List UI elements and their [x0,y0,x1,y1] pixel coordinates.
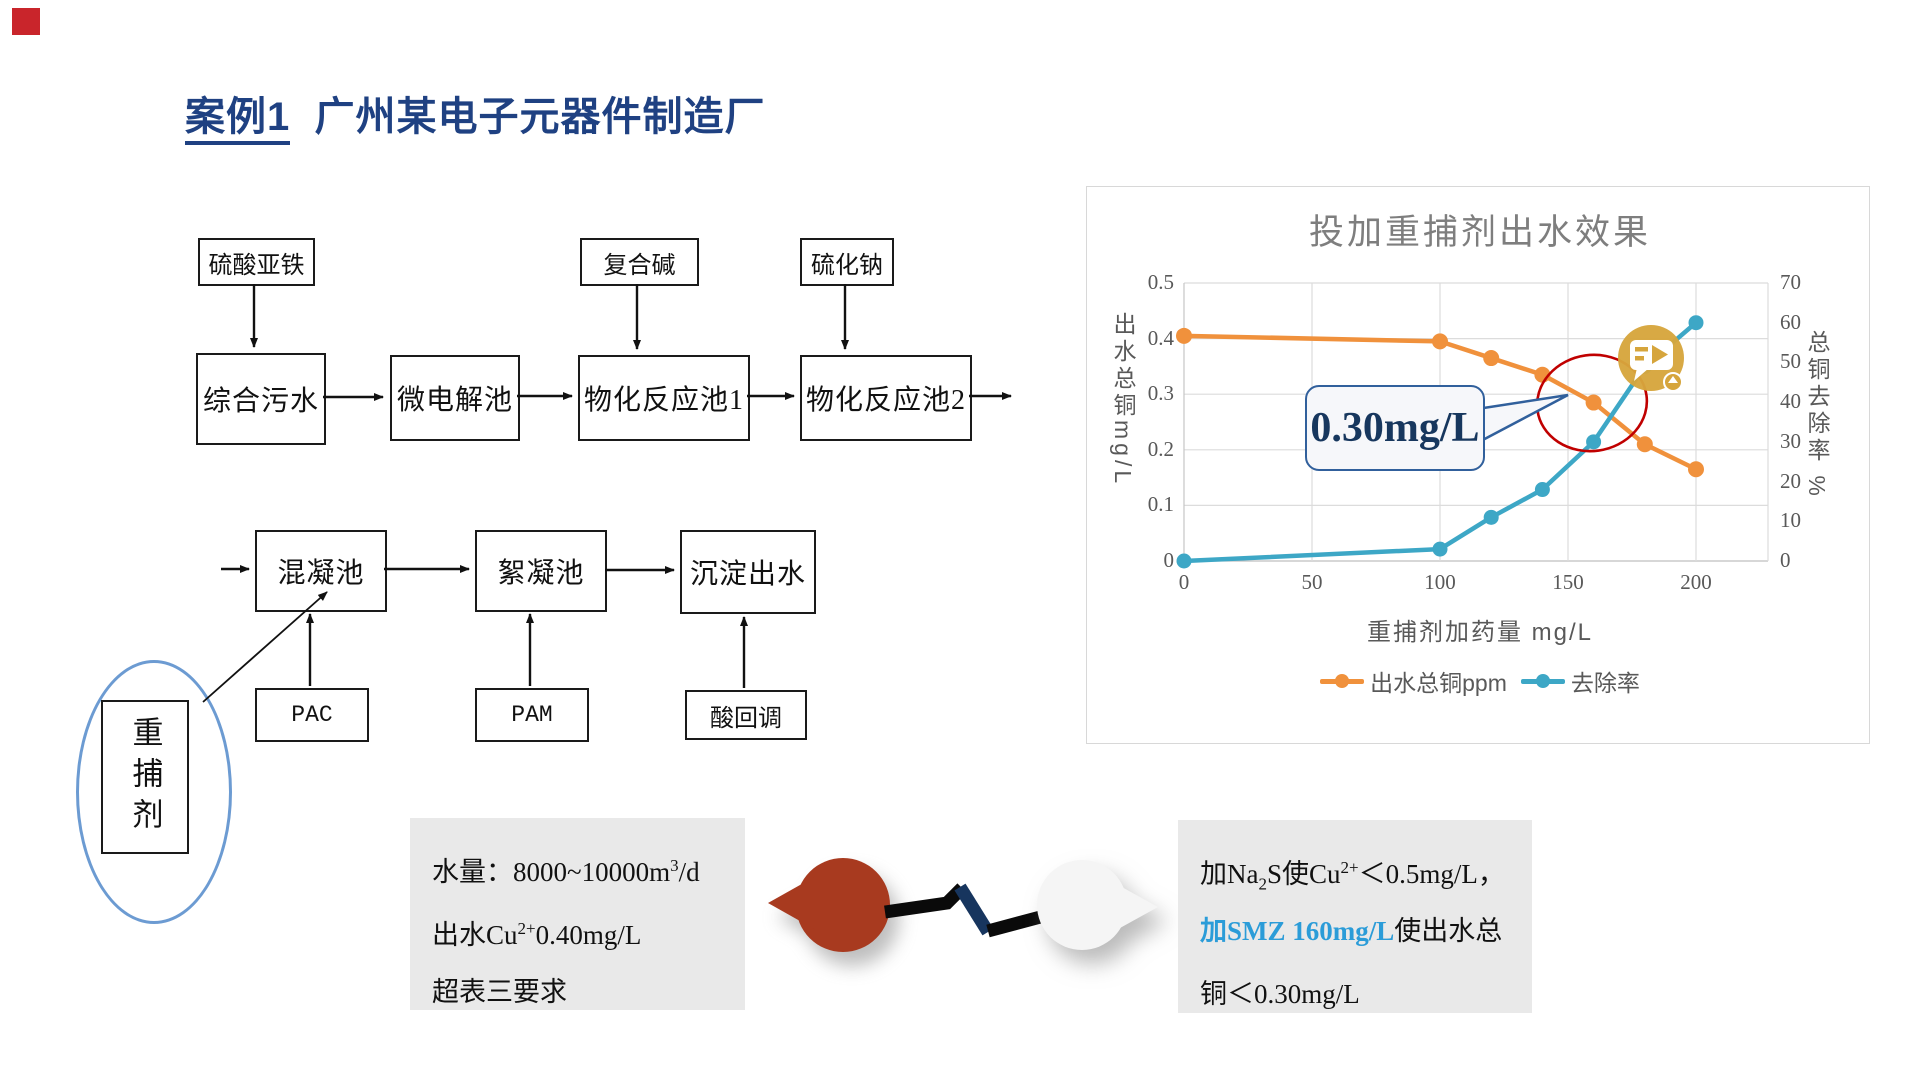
capture-agent-box: 重捕剂 [101,700,189,854]
x-axis-title: 重捕剂加药量 mg/L [1366,619,1594,646]
note-line: 铜＜0.30mg/L [1200,979,1360,1009]
corner-red-square [12,8,40,35]
chart-title: 投加重捕剂出水效果 [1308,213,1651,252]
axis-tick-label: 200 [1680,570,1712,594]
legend-marker-icon [1320,674,1365,688]
y-axis-right-title: 总铜去除率 % [1804,330,1830,500]
axis-tick-label: 0.3 [1147,381,1174,406]
legend-item: 去除率 [1520,664,1640,698]
slide-title: 案例1 广州某电子元器件制造厂 [185,84,766,145]
axis-tick-label: 70 [1780,270,1801,294]
teardrop-white-shape [1037,860,1158,950]
axis-tick-label: 50 [1301,570,1323,594]
flow-box-compound-alkali: 复合碱 [580,238,699,286]
capture-agent-ellipse [76,660,232,924]
flow-box-pac: PAC [255,688,369,742]
axis-tick-label: 50 [1780,349,1801,374]
axis-tick-label: 0.2 [1147,436,1174,461]
flow-box-micro-electrolysis-tank: 微电解池 [390,355,520,441]
legend-marker-icon [1520,674,1565,688]
slide-title-case-number: 案例1 [185,95,291,145]
axis-tick-label: 0.1 [1147,492,1174,517]
teardrop-red-shape [768,858,890,952]
axis-tick-label: 150 [1552,570,1584,594]
flow-box-coagulation-tank: 混凝池 [255,530,387,612]
flow-box-physchem-reaction-tank-2: 物化反应池2 [800,355,972,441]
flow-box-combined-wastewater: 综合污水 [196,353,326,445]
legend-item: 出水总铜ppm [1320,664,1507,698]
axis-tick-label: 0.4 [1147,325,1174,350]
note-line: 加SMZ 160mg/L使出水总 [1200,916,1503,946]
note-line: 水量：8000~10000m3/d [432,856,700,887]
flow-box-ferrous-sulfate: 硫酸亚铁 [198,238,315,286]
axis-tick-label: 10 [1780,508,1801,533]
note-box-treatment-result: 加Na2S使Cu2+＜0.5mg/L， 加SMZ 160mg/L使出水总 铜＜0.3… [1178,820,1532,1013]
flow-arrows [202,284,1012,703]
axis-tick-label: 60 [1780,309,1801,334]
axis-tick-label: 0 [1178,570,1190,594]
axis-tick-label: 100 [1424,570,1456,594]
flow-box-physchem-reaction-tank-1: 物化反应池1 [578,355,750,441]
flow-box-sodium-sulfide: 硫化钠 [800,238,894,286]
note-line: 加Na2S使Cu2+＜0.5mg/L， [1200,858,1505,894]
slide-title-factory: 广州某电子元器件制造厂 [314,95,766,139]
flow-box-acid-readjust: 酸回调 [685,690,807,740]
callout-value-bubble: 0.30mg/L [1305,385,1485,471]
axis-tick-label: 40 [1780,389,1801,414]
axis-tick-label: 0.5 [1147,270,1174,294]
axis-tick-label: 30 [1780,428,1801,453]
break-connector-icon [884,883,1050,938]
axis-tick-label: 0 [1780,548,1791,572]
note-line: 出水Cu2+0.40mg/L [432,919,642,950]
legend-label: 去除率 [1570,670,1640,696]
flow-box-sedimentation-effluent: 沉淀出水 [680,530,816,614]
note-box-influent: 水量：8000~10000m3/d 出水Cu2+0.40mg/L 超表三要求 [410,818,745,1010]
comment-annotation-icon[interactable] [1618,325,1684,392]
capture-agent-label: 重捕剂 [127,715,163,839]
legend-label: 出水总铜ppm [1370,670,1507,696]
axis-tick-label: 20 [1780,468,1801,493]
flow-box-flocculation-tank: 絮凝池 [475,530,607,612]
callout-tail [1475,393,1569,446]
note-line: 超表三要求 [432,977,567,1007]
chart-legend: 出水总铜ppm 去除率 [1250,664,1710,698]
axis-tick-label: 0 [1163,548,1175,572]
flow-box-pam: PAM [475,688,589,742]
y-axis-left-title: 出水总铜mg/L [1110,312,1136,488]
